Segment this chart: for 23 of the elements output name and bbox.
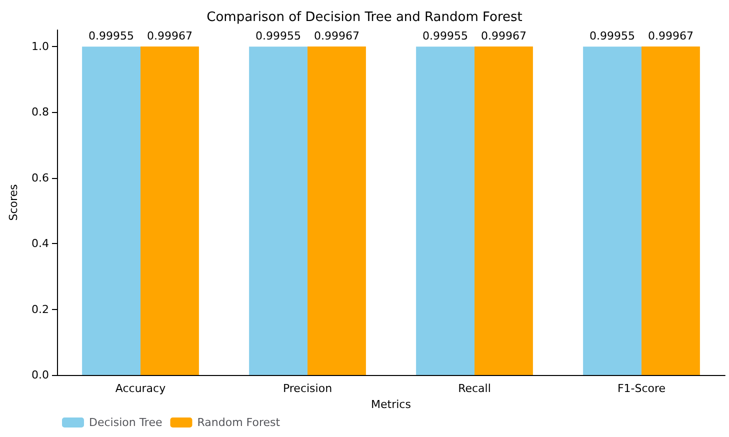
y-tick-label: 0.8 [32, 106, 49, 119]
data-label: 0.99955 [422, 30, 468, 43]
data-label: 0.99955 [256, 30, 302, 43]
data-label: 0.99967 [480, 30, 526, 43]
y-tick-label: 0.0 [32, 368, 49, 382]
y-tick-label: 0.4 [32, 237, 49, 250]
legend-label: Decision Tree [89, 416, 162, 429]
y-tick-label: 0.6 [32, 171, 49, 184]
data-label: 0.99967 [314, 30, 360, 43]
data-label: 0.99955 [590, 30, 636, 43]
legend-label: Random Forest [197, 416, 281, 429]
y-tick-label: 0.2 [32, 302, 49, 316]
x-tick-label: Precision [282, 382, 332, 395]
x-tick-label: F1-Score [617, 382, 666, 395]
data-label: 0.99955 [88, 30, 134, 43]
data-label: 0.99967 [146, 30, 192, 43]
y-axis-title: Scores [7, 184, 20, 221]
x-tick-label: Recall [458, 382, 491, 395]
data-label: 0.99967 [648, 30, 694, 43]
chart-title: Comparison of Decision Tree and Random Forest [206, 10, 522, 25]
y-tick-label: 1.0 [32, 40, 49, 53]
x-axis-title: Metrics [371, 398, 412, 411]
x-tick-label: Accuracy [115, 382, 166, 395]
